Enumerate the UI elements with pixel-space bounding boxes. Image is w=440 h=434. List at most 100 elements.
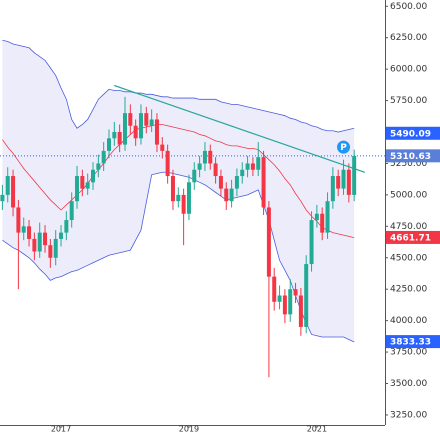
candle-body — [261, 157, 266, 208]
candle-body — [197, 163, 202, 170]
candle-body — [218, 176, 223, 189]
price-tag — [386, 335, 440, 349]
x-tick-label: 2019 — [179, 425, 199, 434]
y-tick-label: 4000.00 — [390, 316, 427, 326]
band-middle — [2, 124, 355, 239]
candle-body — [192, 169, 197, 183]
y-tick-label: 6500.00 — [390, 2, 427, 12]
candle-body — [133, 125, 138, 139]
y-tick-label: 6250.00 — [390, 33, 427, 43]
price-tag-label: 5310.63 — [390, 152, 431, 162]
marker-dot — [337, 140, 351, 154]
candle-body — [293, 289, 298, 296]
trendline — [114, 84, 366, 173]
candle-body — [128, 113, 133, 126]
candle-body — [112, 132, 117, 139]
candle-body — [314, 213, 319, 221]
candle-body — [240, 169, 245, 177]
y-tick-label: 4500.00 — [390, 253, 427, 263]
x-tick-label: 2021 — [307, 425, 327, 434]
price-tag — [386, 149, 440, 163]
candle-body — [59, 232, 64, 239]
candle-body — [48, 245, 53, 258]
candle-body — [186, 182, 191, 214]
candle-body — [202, 150, 207, 164]
candle-body — [176, 194, 181, 202]
candle-body — [288, 289, 293, 315]
y-tick-label: 5750.00 — [390, 96, 427, 106]
candle-body — [11, 176, 16, 208]
candle-body — [336, 176, 341, 189]
candle-body — [325, 201, 330, 233]
candle-body — [309, 220, 314, 265]
y-tick-label: 6000.00 — [390, 65, 427, 75]
candle-body — [352, 155, 357, 195]
candle-body — [5, 176, 10, 195]
candle-body — [122, 113, 127, 145]
y-tick-label: 5000.00 — [390, 190, 427, 200]
candle-body — [117, 132, 122, 145]
price-tag-label: 4661.71 — [390, 233, 431, 243]
plot-area: P — [0, 39, 385, 378]
candle-body — [170, 176, 175, 202]
candle-body — [144, 113, 149, 126]
candle-body — [69, 201, 74, 221]
candle-body — [16, 207, 21, 233]
y-tick-label: 5250.00 — [390, 159, 427, 169]
candle-body — [0, 194, 5, 202]
price-tag-label: 5490.09 — [390, 129, 431, 139]
candle-body — [85, 182, 90, 189]
candle-body — [32, 238, 37, 252]
candle-body — [282, 295, 287, 315]
band-fill — [2, 40, 355, 343]
x-tick-label: 2017 — [51, 425, 71, 434]
candle-body — [149, 119, 154, 126]
candle-body — [91, 169, 96, 183]
candle-body — [320, 213, 325, 233]
y-tick-label: 3250.00 — [390, 410, 427, 420]
price-tag — [386, 126, 440, 140]
price-tag-label: 3833.33 — [390, 338, 431, 348]
candle-body — [165, 150, 170, 177]
candle-body — [346, 169, 351, 195]
candle-body — [298, 295, 303, 327]
candle-body — [250, 163, 255, 170]
candle-body — [27, 226, 32, 239]
candle-body — [245, 163, 250, 170]
candle-body — [160, 144, 165, 151]
candle-body — [229, 188, 234, 202]
candle-body — [101, 150, 106, 164]
candle-body — [64, 220, 69, 233]
candle-body — [107, 138, 111, 151]
price-tag — [386, 230, 440, 244]
candle-body — [154, 119, 159, 145]
candle-body — [272, 276, 277, 302]
candle-body — [256, 157, 261, 170]
band-upper — [2, 39, 355, 133]
candle-body — [304, 264, 309, 327]
candle-body — [43, 232, 48, 246]
candle-body — [75, 176, 80, 202]
candle-body — [208, 150, 213, 164]
candle-body — [277, 295, 282, 302]
candle-body — [96, 163, 101, 170]
y-tick-label: 3500.00 — [390, 379, 427, 389]
marker-label: P — [340, 143, 347, 153]
y-tick-label: 4750.00 — [390, 222, 427, 232]
candle-body — [21, 226, 26, 233]
candle-body — [266, 207, 271, 277]
candle-body — [341, 169, 346, 189]
candle-body — [234, 176, 239, 189]
candle-body — [224, 188, 229, 202]
y-tick-label: 4250.00 — [390, 285, 427, 295]
candle-body — [330, 176, 335, 202]
candle-body — [80, 176, 85, 189]
candle-body — [138, 113, 143, 139]
candle-body — [53, 238, 58, 258]
candle-body — [213, 163, 218, 177]
candle-body — [37, 232, 42, 252]
candle-body — [181, 194, 186, 214]
y-tick-label: 3750.00 — [390, 348, 427, 358]
